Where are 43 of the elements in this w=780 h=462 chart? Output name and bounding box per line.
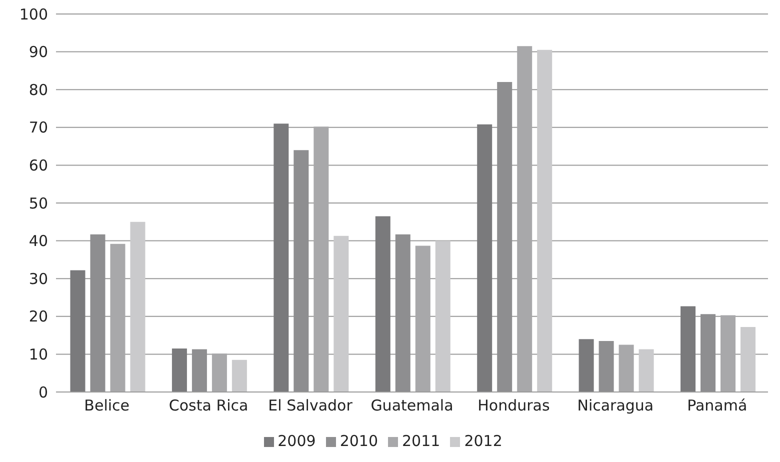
y-tick-label: 90 — [28, 43, 48, 62]
bar — [740, 326, 756, 392]
y-tick-label: 70 — [28, 118, 48, 137]
bar — [314, 126, 329, 392]
x-tick-label: Costa Rica — [168, 396, 248, 415]
bar — [172, 348, 187, 392]
y-tick-label: 50 — [28, 194, 48, 212]
y-tick-label: 100 — [19, 5, 48, 24]
y-tick-label: 20 — [28, 308, 48, 326]
bar — [415, 246, 430, 392]
legend-label: 2011 — [402, 432, 440, 450]
bar — [232, 360, 247, 392]
bar — [435, 240, 450, 392]
bar — [274, 124, 289, 392]
y-tick-label: 10 — [28, 346, 48, 364]
x-tick-label: Honduras — [478, 396, 550, 415]
x-tick-label: Nicaragua — [577, 396, 654, 415]
bar — [537, 50, 552, 392]
x-tick-label: Belice — [84, 396, 130, 415]
x-tick-label: Panamá — [687, 396, 748, 415]
bar — [130, 222, 146, 392]
y-tick-label: 30 — [28, 270, 48, 288]
legend-label: 2010 — [340, 432, 378, 450]
bar — [70, 270, 86, 392]
y-tick-label: 0 — [38, 383, 48, 402]
bar — [680, 306, 696, 392]
x-tick-label: Guatemala — [370, 396, 454, 415]
bar — [334, 236, 349, 392]
bar — [477, 124, 492, 392]
bar — [375, 216, 390, 392]
y-tick-label: 60 — [28, 156, 48, 175]
bar — [110, 244, 126, 392]
legend-label: 2009 — [278, 432, 316, 450]
x-tick-label: El Salvador — [268, 396, 354, 415]
bar — [517, 46, 532, 392]
bar — [618, 344, 634, 392]
bar — [212, 353, 227, 392]
y-tick-label: 80 — [28, 80, 48, 99]
bar — [638, 349, 654, 392]
bar — [720, 315, 736, 392]
y-tick-label: 40 — [28, 232, 48, 250]
legend-label: 2012 — [464, 432, 502, 450]
bar — [578, 339, 594, 392]
